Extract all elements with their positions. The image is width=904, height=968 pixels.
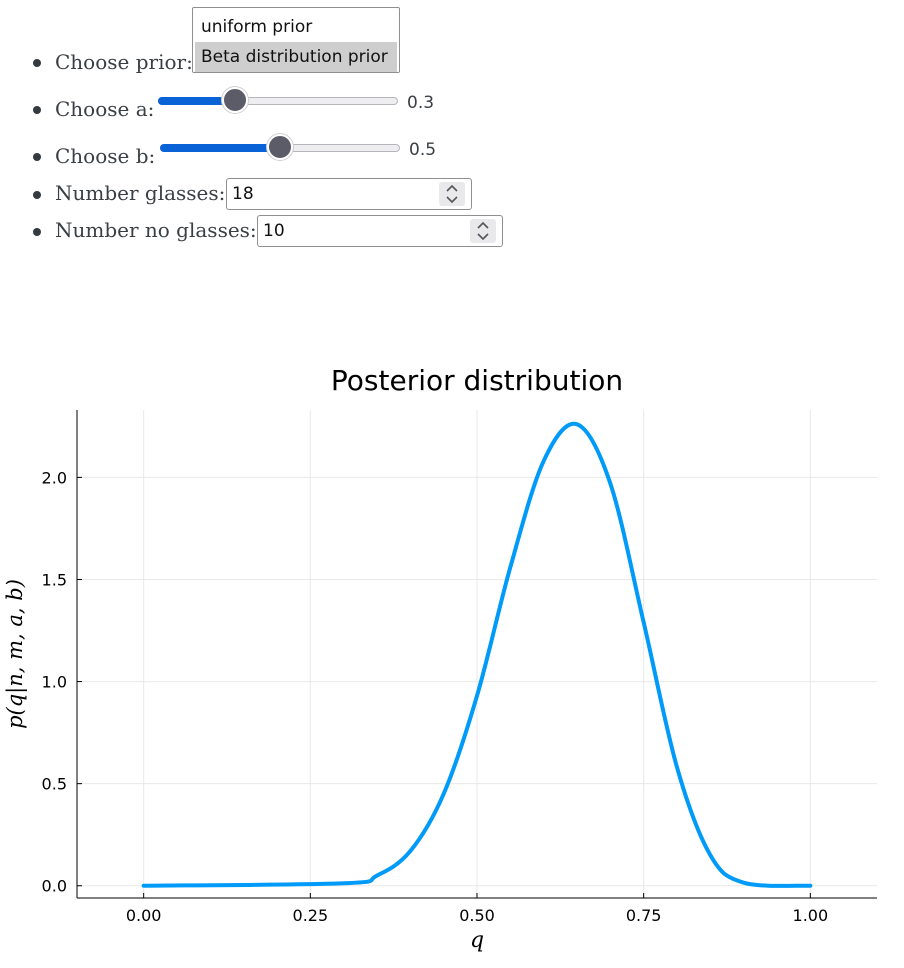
chevron-up-down-icon[interactable] [476, 221, 490, 241]
noglasses-input-value[interactable]: 10 [263, 221, 285, 241]
b-slider[interactable] [160, 134, 400, 160]
posterior-series [141, 421, 813, 888]
bullet [33, 59, 41, 67]
plot-svg: Posterior distribution 0.00 0.25 0.50 0.75 1… [3, 364, 877, 953]
glasses-input-value[interactable]: 18 [232, 184, 254, 204]
y-tick-label: 0.0 [42, 877, 67, 896]
a-slider[interactable] [158, 87, 398, 113]
b-slider-fill [160, 144, 280, 152]
controls-panel: Choose prior: uniform prior Beta distrib… [0, 0, 904, 260]
a-label: Choose a: [55, 97, 155, 121]
y-axis-label: p(q|n, m, a, b) [3, 579, 28, 729]
ticks: 0.00 0.25 0.50 0.75 1.00 0.0 0.5 1.0 1.5 2.0 [42, 468, 829, 925]
bullet [33, 228, 41, 236]
a-value: 0.3 [407, 93, 435, 113]
a-slider-fill [158, 97, 236, 105]
y-tick-label: 1.0 [42, 673, 67, 692]
x-axis-label: q [470, 928, 484, 953]
prior-option-beta[interactable]: Beta distribution prior [195, 42, 397, 72]
chevron-up-down-icon[interactable] [445, 184, 459, 204]
prior-select[interactable]: uniform prior Beta distribution prior [192, 7, 400, 73]
posterior-chart: Posterior distribution 0.00 0.25 0.50 0.75 1… [0, 350, 904, 964]
bullet [33, 191, 41, 199]
grid [77, 410, 877, 898]
noglasses-spinner[interactable] [470, 219, 496, 243]
noglasses-label: Number no glasses: [55, 218, 257, 242]
x-tick-label: 0.50 [459, 906, 495, 925]
a-slider-thumb[interactable] [222, 87, 249, 113]
prior-label: Choose prior: [55, 50, 193, 74]
glasses-spinner[interactable] [439, 182, 465, 206]
glasses-label: Number glasses: [55, 181, 226, 205]
b-label: Choose b: [55, 144, 156, 168]
chart-title: Posterior distribution [331, 364, 623, 397]
x-tick-label: 0.00 [126, 906, 162, 925]
bullet [33, 153, 41, 161]
y-tick-label: 0.5 [42, 775, 67, 794]
bullet [33, 106, 41, 114]
b-value: 0.5 [409, 140, 437, 160]
y-tick-label: 2.0 [42, 468, 67, 487]
prior-option-uniform[interactable]: uniform prior [201, 17, 313, 37]
x-tick-label: 0.25 [293, 906, 329, 925]
x-tick-label: 1.00 [793, 906, 829, 925]
glasses-input[interactable]: 18 [226, 178, 472, 210]
b-slider-thumb[interactable] [267, 134, 293, 160]
noglasses-input[interactable]: 10 [257, 215, 503, 247]
y-tick-label: 1.5 [42, 570, 67, 589]
x-tick-label: 0.75 [626, 906, 662, 925]
